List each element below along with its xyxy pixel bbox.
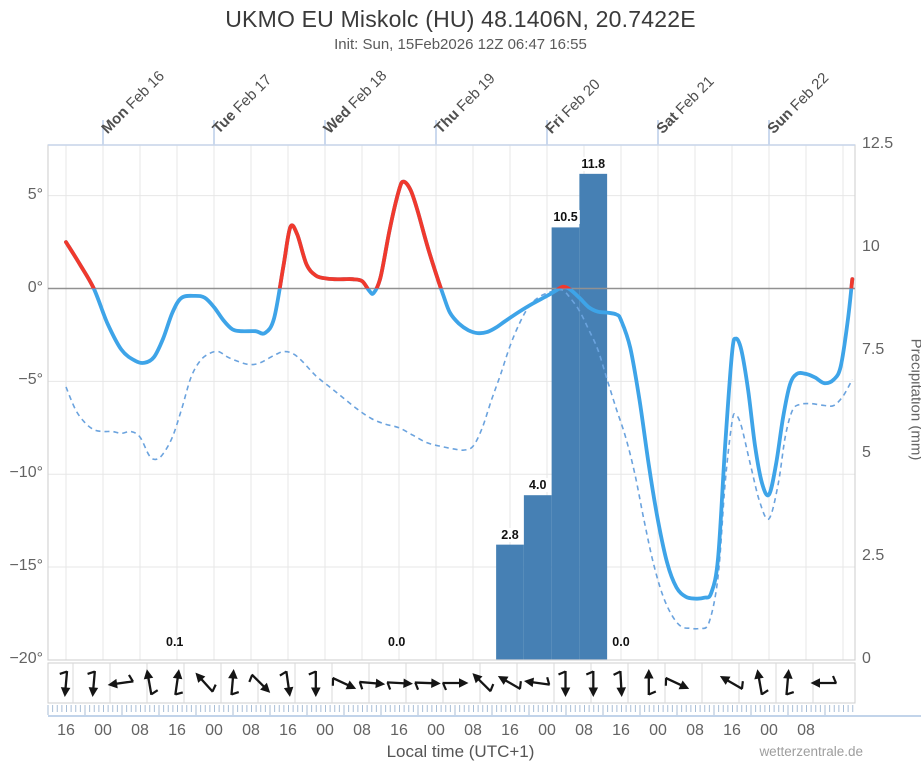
wind-arrow xyxy=(228,669,240,696)
x-tick-label: 00 xyxy=(316,722,334,739)
wind-arrow xyxy=(585,670,599,697)
precip-period-label: 0.1 xyxy=(165,635,184,649)
chart-subtitle: Init: Sun, 15Feb2026 12Z 06:47 16:55 xyxy=(334,36,587,53)
x-tick-label: 00 xyxy=(760,722,778,739)
watermark: wetterzentrale.de xyxy=(759,744,863,759)
x-tick-label: 16 xyxy=(390,722,408,739)
temp-tick-label: −15° xyxy=(9,557,43,575)
wind-arrow xyxy=(523,676,551,688)
precip-tick-label: 12.5 xyxy=(862,135,894,152)
bar-value-label: 2.8 xyxy=(499,527,521,542)
wind-arrow xyxy=(664,676,690,690)
temp-tick-label: −20° xyxy=(9,649,43,667)
x-tick-label: 08 xyxy=(131,722,149,739)
precip-tick-label: 7.5 xyxy=(862,341,885,358)
x-tick-label: 08 xyxy=(686,722,704,739)
x-tick-label: 00 xyxy=(649,722,667,739)
chart-title: UKMO EU Miskolc (HU) 48.1406N, 20.7422E xyxy=(225,6,696,32)
wind-arrow xyxy=(414,678,441,691)
wind-arrow xyxy=(472,673,495,693)
x-tick-label: 08 xyxy=(242,722,260,739)
wind-arrow xyxy=(558,670,571,697)
wind-arrow xyxy=(386,678,413,690)
wind-arrow xyxy=(172,669,184,696)
bar-value-label: 10.5 xyxy=(551,210,580,225)
wind-arrow xyxy=(331,676,357,690)
temp-tick-label: −10° xyxy=(9,464,43,482)
x-tick-label: 16 xyxy=(501,722,519,739)
x-tick-label: 08 xyxy=(575,722,593,739)
wind-arrow xyxy=(248,673,271,693)
bar-value-label: 4.0 xyxy=(527,478,549,493)
temp-tick-label: 5° xyxy=(27,185,43,203)
x-tick-label: 00 xyxy=(538,722,556,739)
dewpoint-curve xyxy=(65,288,853,630)
bar-value-label: 11.8 xyxy=(579,156,608,171)
x-tick-label: 00 xyxy=(205,722,223,739)
wind-arrow xyxy=(644,669,657,696)
precip-axis-title: Precipitation (mm) xyxy=(907,338,921,461)
plot-border xyxy=(47,144,856,661)
x-tick-label: 16 xyxy=(168,722,186,739)
wind-arrow xyxy=(613,670,627,697)
precip-period-label: 0.0 xyxy=(387,635,406,649)
wind-arrow xyxy=(87,670,99,697)
temperature-curve-above-zero xyxy=(64,179,855,289)
temperature-curve xyxy=(64,179,855,601)
x-tick-label: 16 xyxy=(612,722,630,739)
wind-arrow xyxy=(358,678,386,690)
wind-row-border xyxy=(47,662,856,704)
wind-arrow xyxy=(810,675,838,688)
x-tick-label: 00 xyxy=(427,722,445,739)
precip-period-label: 0.0 xyxy=(612,635,630,649)
wind-arrow xyxy=(783,669,795,696)
x-tick-label: 08 xyxy=(353,722,371,739)
wind-arrow xyxy=(497,676,522,690)
precip-bar xyxy=(579,173,608,660)
wind-arrow xyxy=(195,672,217,693)
precip-tick-label: 5 xyxy=(862,444,871,461)
wind-arrow xyxy=(441,678,469,691)
x-tick-label: 16 xyxy=(57,722,75,739)
precip-tick-label: 0 xyxy=(862,650,871,667)
temp-tick-label: −5° xyxy=(18,371,43,389)
precip-tick-label: 2.5 xyxy=(862,547,885,564)
x-tick-label: 08 xyxy=(797,722,815,739)
wind-arrow xyxy=(59,670,71,697)
precip-bar xyxy=(551,227,580,660)
wind-arrow xyxy=(143,669,159,696)
x-axis-title: Local time (UTC+1) xyxy=(386,742,535,761)
wind-arrow xyxy=(279,670,294,697)
wind-arrow xyxy=(754,669,769,696)
precip-tick-label: 10 xyxy=(862,238,880,255)
temp-tick-label: 0° xyxy=(27,278,43,296)
precip-bar xyxy=(523,495,552,660)
wind-arrow xyxy=(107,674,134,689)
x-tick-label: 08 xyxy=(464,722,482,739)
wind-arrow xyxy=(719,676,744,690)
x-tick-label: 16 xyxy=(279,722,297,739)
wind-arrow xyxy=(308,670,321,697)
x-tick-label: 16 xyxy=(723,722,741,739)
x-tick-label: 00 xyxy=(94,722,112,739)
precip-bar xyxy=(496,544,524,660)
